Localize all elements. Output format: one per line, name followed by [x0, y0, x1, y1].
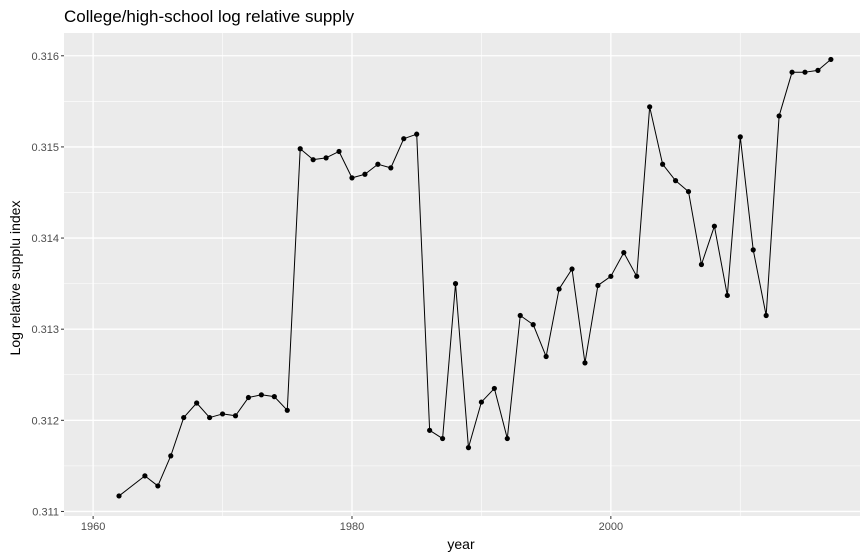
- data-point: [452, 281, 459, 287]
- data-point: [647, 104, 653, 110]
- data-point: [349, 175, 355, 181]
- y-tick-label: 0.311: [32, 506, 59, 518]
- data-point: [789, 69, 795, 75]
- data-point: [155, 483, 161, 489]
- data-point: [168, 453, 174, 459]
- data-point: [336, 148, 342, 155]
- data-point: [245, 394, 252, 401]
- x-tick-label: 1960: [81, 521, 105, 533]
- data-point: [194, 400, 200, 406]
- data-point: [207, 414, 213, 421]
- plot-panel: [64, 33, 860, 516]
- data-point: [142, 473, 148, 479]
- data-point: [219, 411, 226, 417]
- data-point: [427, 427, 433, 433]
- data-point: [737, 134, 743, 140]
- data-point: [388, 165, 394, 171]
- y-tick-label: 0.312: [31, 415, 59, 427]
- x-tick-label: 2000: [599, 521, 623, 533]
- data-point: [815, 67, 821, 73]
- data-point: [310, 157, 316, 163]
- data-point: [776, 113, 782, 119]
- data-point: [401, 136, 407, 142]
- y-axis-title: Log relative supplu index: [7, 201, 23, 356]
- data-point: [569, 266, 575, 272]
- data-point: [621, 250, 627, 256]
- data-point: [323, 155, 329, 161]
- chart-title: College/high-school log relative supply: [64, 7, 355, 26]
- data-point: [685, 188, 692, 195]
- y-tick-label: 0.313: [31, 324, 59, 336]
- data-point: [181, 414, 187, 421]
- data-point: [634, 273, 640, 279]
- data-point: [582, 360, 588, 366]
- y-tick-label: 0.314: [31, 233, 59, 245]
- data-point: [478, 399, 485, 405]
- data-point: [232, 413, 239, 419]
- data-point: [439, 435, 446, 442]
- y-tick-label: 0.315: [31, 142, 59, 154]
- data-point: [724, 292, 730, 299]
- data-point: [698, 261, 705, 268]
- data-point: [672, 178, 679, 184]
- data-point: [750, 247, 756, 253]
- data-point: [763, 312, 769, 319]
- data-point: [828, 56, 834, 63]
- data-point: [297, 146, 303, 152]
- data-point: [491, 385, 497, 392]
- data-point: [517, 312, 523, 319]
- data-point: [543, 353, 549, 360]
- data-point: [595, 282, 601, 289]
- x-tick-label: 1980: [340, 521, 364, 533]
- x-axis-title: year: [447, 536, 475, 552]
- data-point: [802, 69, 808, 75]
- y-tick-label: 0.316: [31, 51, 59, 63]
- data-point: [284, 407, 290, 413]
- data-point: [271, 394, 277, 400]
- data-point: [258, 392, 264, 398]
- data-point: [465, 445, 472, 451]
- data-point: [362, 171, 368, 177]
- data-point: [660, 161, 666, 167]
- data-point: [556, 286, 562, 292]
- data-point: [375, 161, 381, 167]
- data-point: [414, 131, 420, 137]
- data-point: [530, 322, 536, 328]
- data-point: [711, 223, 717, 229]
- data-point: [116, 493, 122, 499]
- data-point: [504, 435, 510, 442]
- data-point: [608, 273, 614, 279]
